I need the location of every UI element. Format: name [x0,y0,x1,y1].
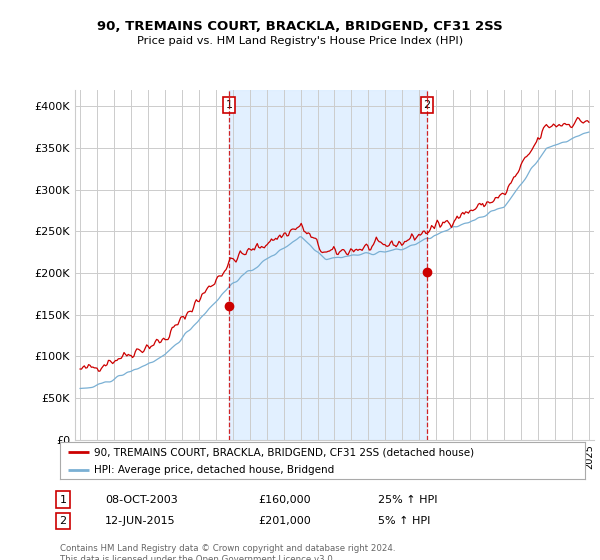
Text: £201,000: £201,000 [258,516,311,526]
Text: 5% ↑ HPI: 5% ↑ HPI [378,516,430,526]
Text: 90, TREMAINS COURT, BRACKLA, BRIDGEND, CF31 2SS (detached house): 90, TREMAINS COURT, BRACKLA, BRIDGEND, C… [94,447,474,457]
Text: 2: 2 [59,516,67,526]
Text: 12-JUN-2015: 12-JUN-2015 [105,516,176,526]
Text: 1: 1 [59,494,67,505]
Text: 90, TREMAINS COURT, BRACKLA, BRIDGEND, CF31 2SS: 90, TREMAINS COURT, BRACKLA, BRIDGEND, C… [97,20,503,32]
Text: HPI: Average price, detached house, Bridgend: HPI: Average price, detached house, Brid… [94,465,334,475]
Bar [229,90,427,440]
Text: 2: 2 [424,100,430,110]
Text: Contains HM Land Registry data © Crown copyright and database right 2024.
This d: Contains HM Land Registry data © Crown c… [60,544,395,560]
Text: £160,000: £160,000 [258,494,311,505]
Text: 25% ↑ HPI: 25% ↑ HPI [378,494,437,505]
Text: 08-OCT-2003: 08-OCT-2003 [105,494,178,505]
Text: Price paid vs. HM Land Registry's House Price Index (HPI): Price paid vs. HM Land Registry's House … [137,36,463,46]
Text: 1: 1 [226,100,232,110]
